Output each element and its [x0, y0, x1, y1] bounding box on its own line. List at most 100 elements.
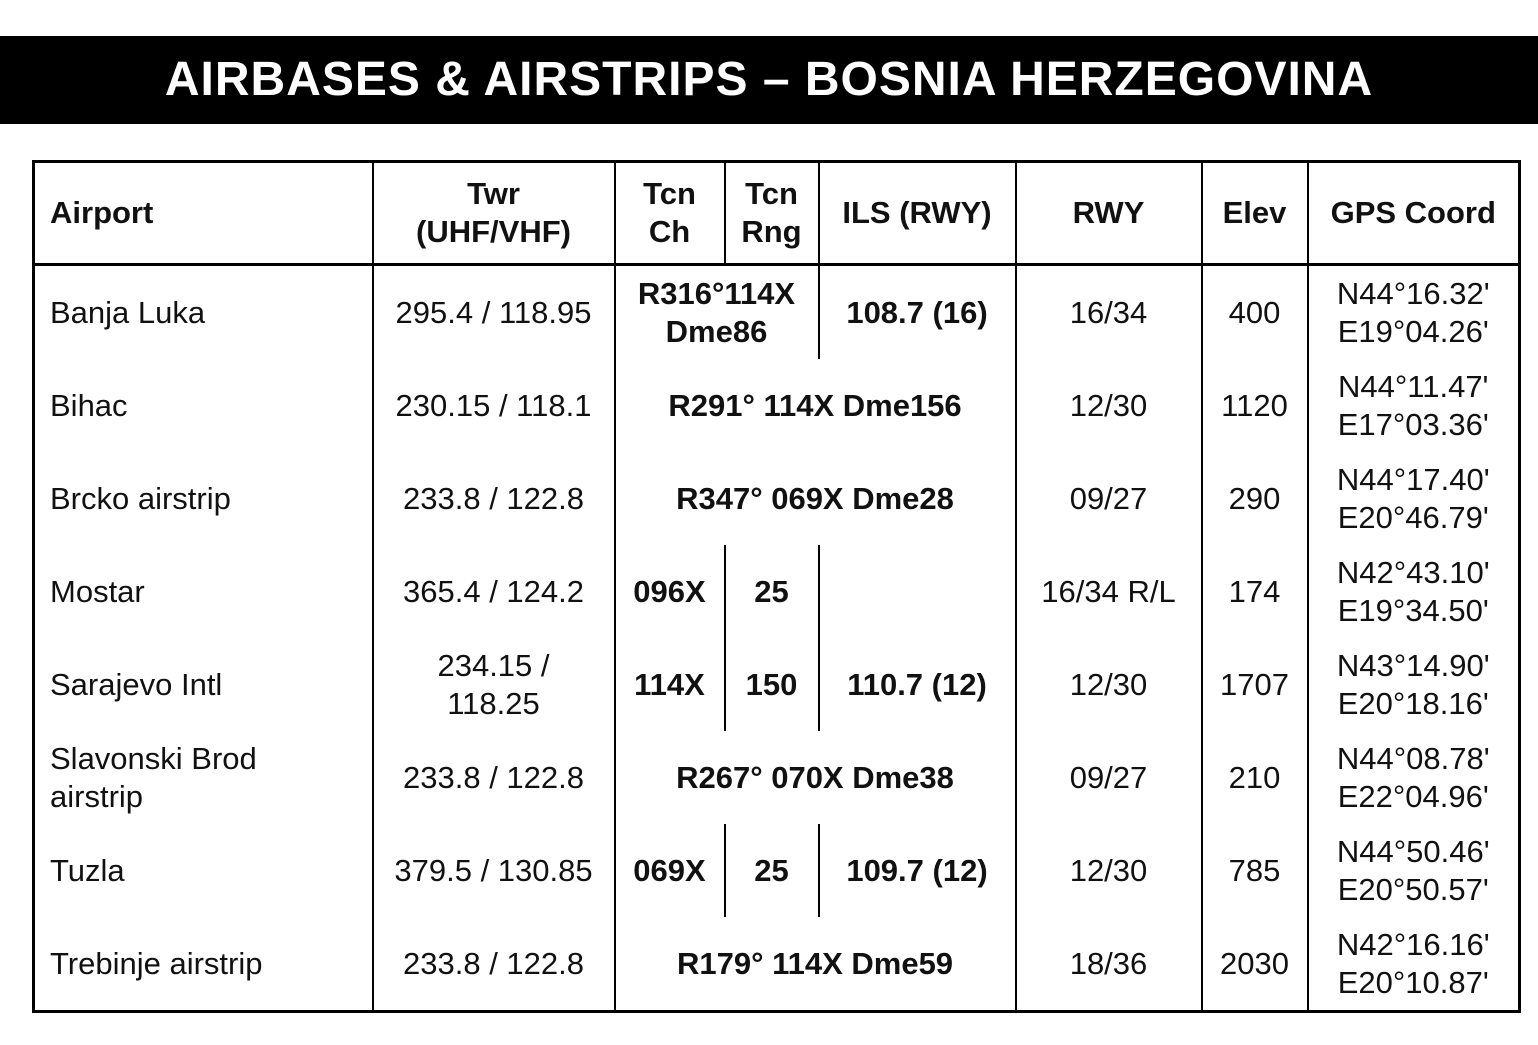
airport-cell: Brcko airstrip: [32, 452, 374, 545]
twr-cell: 233.8 / 122.8: [371, 917, 616, 1012]
airport-cell: Sarajevo Intl: [32, 638, 374, 731]
elev-cell: 174: [1200, 545, 1309, 638]
gps-lat: N42°16.16': [1336, 926, 1490, 962]
table-row: Mostar 365.4 / 124.2 096X 25 16/34 R/L 1…: [32, 545, 1521, 638]
table-row: Banja Luka 295.4 / 118.95 R316°114X Dme8…: [32, 264, 1521, 359]
table-row: Bihac 230.15 / 118.1 R291° 114X Dme156 1…: [32, 359, 1521, 452]
tcn-ch-cell: 114X: [613, 638, 726, 731]
gps-lon: E20°50.57': [1337, 871, 1489, 907]
rwy-cell: 09/27: [1014, 452, 1203, 545]
table-row: Sarajevo Intl 234.15 /118.25 114X 150 11…: [32, 638, 1521, 731]
airport-cell: Banja Luka: [32, 264, 374, 359]
gps-lat: N43°14.90': [1336, 647, 1490, 683]
airport-name: Banja Luka: [50, 294, 206, 330]
header-tcn-ch-line1: Tcn: [643, 176, 696, 211]
header-rwy: RWY: [1014, 161, 1203, 266]
twr-freq-line1: 234.15 /: [437, 647, 550, 683]
table-row: Tuzla 379.5 / 130.85 069X 25 109.7 (12) …: [32, 824, 1521, 917]
tcn-rng-cell: 25: [723, 545, 820, 638]
twr-cell: 365.4 / 124.2: [371, 545, 616, 638]
rwy-cell: 12/30: [1014, 359, 1203, 452]
header-elev: Elev: [1200, 161, 1309, 266]
tcn-rng-cell: 150: [723, 638, 820, 731]
gps-lat: N44°08.78': [1336, 740, 1490, 776]
ils-cell: 109.7 (12): [817, 824, 1017, 917]
gps-cell: N44°16.32' E19°04.26': [1306, 264, 1521, 359]
rwy-cell: 16/34: [1014, 264, 1203, 359]
gps-lat: N42°43.10': [1336, 554, 1490, 590]
ils-cell: 108.7 (16): [817, 264, 1017, 359]
elev-cell: 2030: [1200, 917, 1309, 1012]
twr-cell: 233.8 / 122.8: [371, 731, 616, 824]
gps-lon: E22°04.96': [1337, 778, 1489, 814]
rwy-cell: 12/30: [1014, 824, 1203, 917]
twr-cell: 233.8 / 122.8: [371, 452, 616, 545]
tcn-rng-cell: 25: [723, 824, 820, 917]
tcn-ch-cell: 096X: [613, 545, 726, 638]
gps-lat: N44°16.32': [1336, 275, 1490, 311]
airport-name: Bihac: [50, 387, 128, 423]
twr-freq: 233.8 / 122.8: [403, 480, 584, 516]
twr-cell: 230.15 / 118.1: [371, 359, 616, 452]
rwy-cell: 16/34 R/L: [1014, 545, 1203, 638]
gps-lon: E20°46.79': [1337, 499, 1489, 535]
twr-freq: 233.8 / 122.8: [403, 945, 584, 981]
gps-lat: N44°11.47': [1338, 368, 1489, 404]
title-banner: AIRBASES & AIRSTRIPS – BOSNIA HERZEGOVIN…: [0, 36, 1538, 124]
header-twr: Twr (UHF/VHF): [371, 161, 616, 266]
twr-cell: 379.5 / 130.85: [371, 824, 616, 917]
twr-cell: 295.4 / 118.95: [371, 264, 616, 359]
gps-cell: N42°43.10' E19°34.50': [1306, 545, 1521, 638]
airport-name: Trebinje airstrip: [50, 945, 263, 981]
header-row: Airport Twr (UHF/VHF) Tcn Ch Tcn Rng ILS (R…: [32, 161, 1521, 266]
gps-lon: E20°10.87': [1337, 964, 1489, 1000]
elev-cell: 400: [1200, 264, 1309, 359]
airport-name: Mostar: [50, 573, 145, 609]
table-row: Slavonski Brod airstrip 233.8 / 122.8 R26…: [32, 731, 1521, 824]
airbase-table: Airport Twr (UHF/VHF) Tcn Ch Tcn Rng ILS (R…: [32, 160, 1521, 1013]
twr-cell: 234.15 /118.25: [371, 638, 616, 731]
gps-cell: N42°16.16' E20°10.87': [1306, 917, 1521, 1012]
twr-freq: 365.4 / 124.2: [403, 573, 584, 609]
gps-lon: E19°34.50': [1337, 592, 1489, 628]
airport-cell: Bihac: [32, 359, 374, 452]
gps-cell: N44°08.78' E22°04.96': [1306, 731, 1521, 824]
tacan-span-cell: R267° 070X Dme38: [613, 731, 1017, 824]
header-airport: Airport: [32, 161, 374, 266]
elev-cell: 210: [1200, 731, 1309, 824]
tacan-line2: Dme86: [665, 313, 768, 349]
twr-freq: 379.5 / 130.85: [394, 852, 593, 888]
airport-name-line2: airstrip: [50, 778, 144, 814]
rwy-cell: 18/36: [1014, 917, 1203, 1012]
elev-cell: 785: [1200, 824, 1309, 917]
tcn-ch-cell: 069X: [613, 824, 726, 917]
gps-cell: N44°11.47' E17°03.36': [1306, 359, 1521, 452]
table-row: Brcko airstrip 233.8 / 122.8 R347° 069X …: [32, 452, 1521, 545]
twr-freq: 233.8 / 122.8: [403, 759, 584, 795]
twr-freq: 230.15 / 118.1: [395, 387, 592, 423]
header-tcn-rng-line1: Tcn: [745, 176, 798, 211]
gps-lon: E17°03.36': [1337, 406, 1489, 442]
elev-cell: 1707: [1200, 638, 1309, 731]
airport-name: Tuzla: [50, 852, 125, 888]
header-tcn-ch-line2: Ch: [648, 214, 691, 249]
airport-name: Sarajevo Intl: [50, 666, 223, 702]
rwy-cell: 09/27: [1014, 731, 1203, 824]
airport-cell: Tuzla: [32, 824, 374, 917]
header-tcn-ch: Tcn Ch: [613, 161, 726, 266]
airport-name-line1: Slavonski Brod: [50, 740, 257, 776]
tacan-cell: R316°114X Dme86: [613, 264, 820, 359]
tacan-span-cell: R179° 114X Dme59: [613, 917, 1017, 1012]
elev-cell: 290: [1200, 452, 1309, 545]
gps-lat: N44°17.40': [1336, 461, 1490, 497]
header-tcn-rng-line2: Rng: [741, 214, 802, 249]
header-tcn-rng: Tcn Rng: [723, 161, 820, 266]
tacan-line1: R316°114X: [637, 275, 796, 311]
ils-cell: 110.7 (12): [817, 638, 1017, 731]
tacan-span-cell: R347° 069X Dme28: [613, 452, 1017, 545]
gps-cell: N44°50.46' E20°50.57': [1306, 824, 1521, 917]
header-ils: ILS (RWY): [817, 161, 1017, 266]
twr-freq-line2: 118.25: [447, 685, 540, 721]
airport-name: Brcko airstrip: [50, 480, 231, 516]
header-twr-line2: (UHF/VHF): [416, 214, 571, 249]
